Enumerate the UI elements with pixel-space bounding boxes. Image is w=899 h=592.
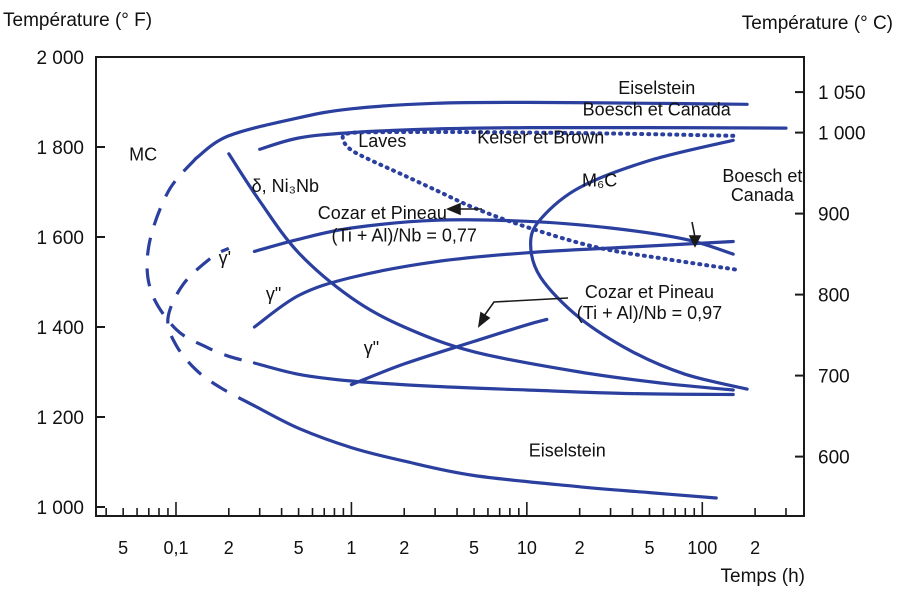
series-line-11 (145, 157, 255, 365)
x-tick-label: 10 (517, 538, 537, 558)
x-axis-title: Temps (h) (720, 566, 805, 587)
annotation-label: Keiser et Brown (477, 127, 604, 147)
series-line-12 (166, 246, 256, 408)
annotation-label: Eiselstein (529, 441, 606, 461)
y2-tick-label: 900 (818, 205, 850, 226)
y-axis-title: Température (° F) (3, 10, 153, 31)
x-tick-label: 5 (294, 538, 304, 558)
y2-tick-label: 1 050 (818, 83, 866, 104)
x-tick-label: 5 (469, 538, 479, 558)
x-tick-label: 100 (687, 538, 717, 558)
arrow-cozar97-line (483, 297, 569, 317)
annotation-label: Boesch et Canada (583, 100, 732, 120)
annotation-label: Cozar et Pineau (318, 203, 447, 223)
x-tick-label: 2 (750, 538, 760, 558)
x-tick-label: 5 (644, 538, 654, 558)
x-tick-label: 2 (224, 538, 234, 558)
y2-tick-label: 1 000 (818, 124, 866, 145)
annotation-label: Cozar et Pineau (585, 282, 714, 302)
arrow-boesch-head (688, 235, 702, 248)
series-line-6 (252, 218, 735, 256)
y-tick-label: 1 200 (36, 408, 84, 429)
x-tick-label: 2 (575, 538, 585, 558)
series-line-8 (252, 239, 735, 329)
x-tick-label: 5 (118, 538, 128, 558)
annotation-label: γ" (364, 338, 379, 358)
series-line-2 (258, 125, 788, 151)
right-axis: 600 700 800 900 1 000 1 050 (795, 83, 866, 469)
y2-tick-label: 800 (818, 286, 850, 307)
y-tick-label: 1 800 (36, 138, 84, 159)
annotation-label: MC (129, 145, 157, 165)
y-tick-label: 1 400 (36, 318, 84, 339)
annotation-label: Eiselstein (618, 78, 695, 98)
series-line-4 (227, 152, 735, 392)
arrows (445, 202, 702, 328)
series-line-7 (349, 317, 549, 387)
plot-frame (95, 56, 805, 517)
arrow-cozar97-head (477, 311, 491, 328)
annotation-label: γ" (266, 284, 281, 304)
x-tick-label: 1 (346, 538, 356, 558)
annotation-label: Canada (731, 185, 795, 205)
annotation-label: Laves (358, 131, 406, 151)
series-lines (145, 100, 788, 500)
y2-axis-title: Température (° C) (741, 13, 893, 34)
left-axis: 1 000 1 200 1 400 1 600 1 800 2 000 (36, 48, 105, 519)
x-tick-label: 2 (399, 538, 409, 558)
annotation-label: (Ti + Al)/Nb = 0,77 (332, 226, 477, 246)
y-tick-label: 1 600 (36, 228, 84, 249)
x-tick-label: 0,1 (163, 538, 188, 558)
annotation-label: M₆C (582, 171, 617, 191)
series-line-9 (252, 361, 735, 397)
annotation-label: Boesch et (722, 166, 802, 186)
arrow-keiser-head (445, 202, 461, 216)
series-line-3 (340, 129, 741, 272)
y2-tick-label: 600 (818, 448, 850, 469)
series-line-1 (194, 100, 749, 160)
bottom-axis: 5 0,1 2 5 1 2 5 10 2 5 100 2 (105, 502, 787, 558)
y-tick-label: 1 000 (36, 498, 84, 519)
annotation-label: γ' (219, 248, 231, 268)
annotation-label: (Ti + Al)/Nb = 0,97 (577, 303, 722, 323)
y2-tick-label: 700 (818, 367, 850, 388)
y-tick-label: 2 000 (36, 48, 84, 69)
annotation-label: δ, Ni₃Nb (252, 176, 319, 196)
series-line-10 (252, 404, 718, 500)
